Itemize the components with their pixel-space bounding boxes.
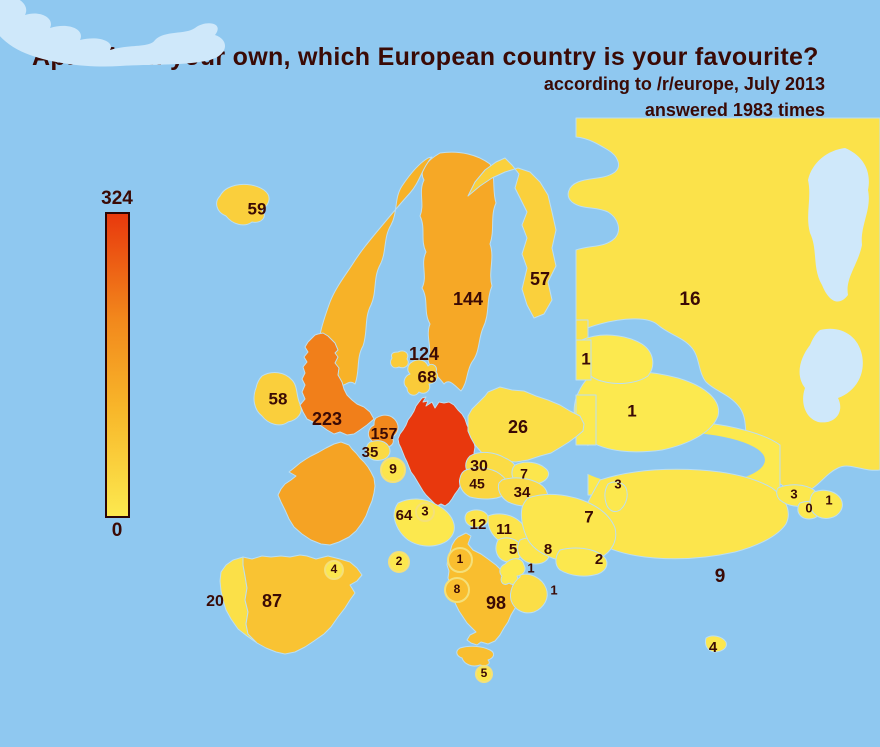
- svg-text:2: 2: [595, 551, 603, 568]
- svg-text:34: 34: [514, 484, 531, 501]
- svg-text:1: 1: [457, 552, 464, 566]
- svg-text:7: 7: [584, 507, 593, 526]
- svg-text:30: 30: [470, 458, 488, 475]
- svg-text:11: 11: [496, 521, 512, 538]
- svg-text:8: 8: [454, 582, 461, 596]
- svg-text:98: 98: [486, 593, 506, 613]
- svg-text:16: 16: [679, 289, 700, 310]
- svg-text:3: 3: [421, 503, 428, 518]
- svg-text:5: 5: [481, 666, 488, 680]
- svg-text:3: 3: [614, 476, 621, 491]
- svg-text:59: 59: [248, 199, 267, 218]
- svg-text:4: 4: [331, 562, 338, 576]
- svg-text:144: 144: [453, 289, 483, 309]
- svg-text:64: 64: [396, 507, 413, 524]
- svg-text:5: 5: [509, 541, 517, 558]
- svg-text:7: 7: [520, 466, 528, 482]
- svg-text:35: 35: [362, 444, 379, 461]
- svg-text:1: 1: [825, 492, 832, 507]
- svg-text:2: 2: [396, 554, 403, 568]
- svg-text:4: 4: [709, 639, 718, 656]
- svg-text:58: 58: [269, 389, 288, 408]
- svg-text:20: 20: [206, 593, 224, 610]
- svg-text:157: 157: [371, 426, 398, 443]
- svg-text:12: 12: [470, 516, 487, 533]
- svg-text:45: 45: [469, 476, 485, 492]
- svg-text:26: 26: [508, 417, 528, 437]
- svg-text:124: 124: [409, 344, 439, 364]
- svg-text:0: 0: [805, 500, 812, 515]
- svg-text:1: 1: [527, 560, 534, 575]
- svg-text:223: 223: [312, 409, 342, 429]
- svg-text:57: 57: [530, 269, 550, 289]
- svg-text:68: 68: [418, 367, 437, 386]
- svg-text:9: 9: [389, 461, 397, 477]
- svg-text:1: 1: [581, 349, 590, 368]
- svg-text:87: 87: [262, 591, 282, 611]
- svg-text:1: 1: [627, 401, 636, 420]
- svg-text:1: 1: [550, 582, 557, 597]
- svg-text:3: 3: [790, 486, 797, 501]
- svg-text:8: 8: [544, 541, 552, 558]
- svg-text:9: 9: [715, 566, 726, 587]
